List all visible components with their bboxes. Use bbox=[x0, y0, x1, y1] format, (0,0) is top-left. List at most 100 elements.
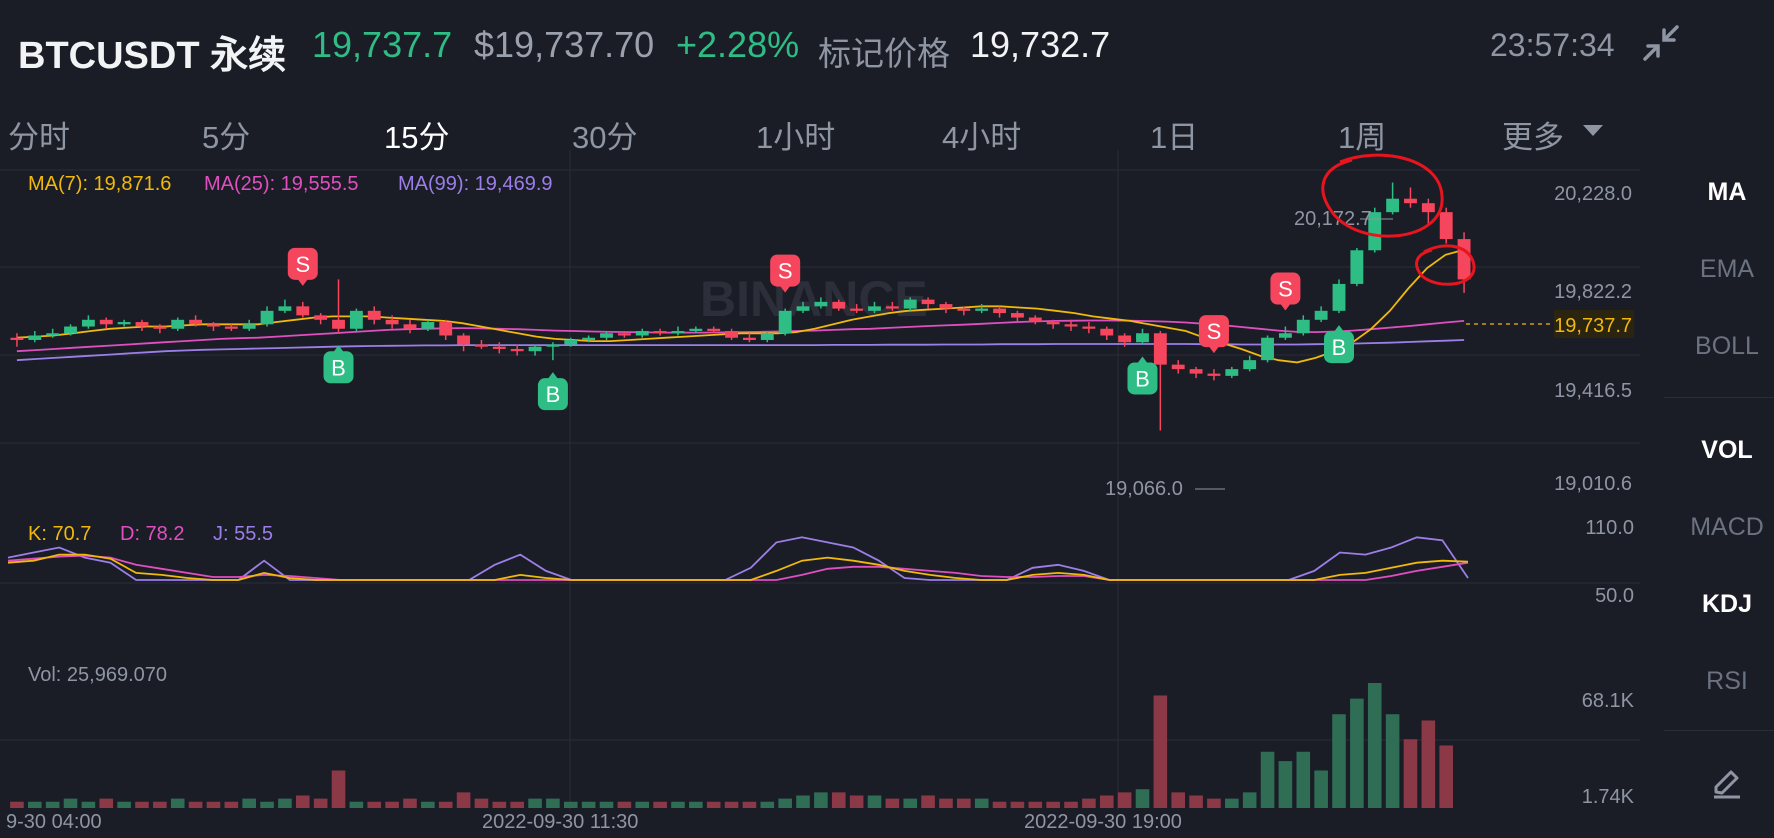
indicator-macd[interactable]: MACD bbox=[1690, 513, 1764, 541]
volume-bar bbox=[635, 801, 650, 808]
volume-bar bbox=[1225, 798, 1239, 808]
buy-signal-badge bbox=[1324, 331, 1355, 364]
volume-bar bbox=[1135, 789, 1150, 808]
volume-bar bbox=[403, 798, 417, 808]
kline-chart[interactable]: BINANCE S B B S S B S B MA(7): 19,871.6 MA(25):… bbox=[0, 150, 1664, 838]
candle-body bbox=[439, 322, 453, 336]
volume-bar bbox=[367, 801, 382, 808]
candle-body bbox=[814, 301, 828, 307]
buy-signal-badge bbox=[537, 378, 568, 411]
signal-label: S bbox=[1278, 277, 1293, 302]
kdj-d-line bbox=[7, 554, 1469, 581]
volume-axis-label: 1.74K bbox=[1582, 786, 1635, 808]
price-axis-label: 19,010.6 bbox=[1554, 473, 1632, 495]
indicator-boll[interactable]: BOLL bbox=[1695, 332, 1759, 360]
signal-label: B bbox=[1135, 366, 1150, 391]
caret-down-icon[interactable] bbox=[1583, 125, 1603, 136]
collapse-icon[interactable] bbox=[1642, 24, 1680, 62]
candle-body bbox=[28, 335, 42, 340]
candle-body bbox=[332, 319, 345, 329]
candle-body bbox=[117, 322, 131, 325]
candle-body bbox=[1171, 364, 1185, 370]
signal-label: B bbox=[546, 382, 561, 407]
volume-bar bbox=[528, 798, 542, 808]
volume-bar bbox=[957, 798, 971, 808]
candle-body bbox=[796, 306, 810, 311]
chart-grid bbox=[0, 150, 1640, 810]
candle-body bbox=[939, 304, 953, 309]
volume-bar bbox=[1403, 739, 1418, 808]
candle-body bbox=[1010, 313, 1024, 318]
volume-bar bbox=[1278, 761, 1293, 808]
candle-body bbox=[1261, 337, 1274, 361]
volume-bar bbox=[474, 798, 489, 808]
tab-timeframe[interactable]: 5分 bbox=[202, 120, 251, 155]
volume-bar bbox=[421, 801, 435, 808]
volume-axis-label: 68.1K bbox=[1582, 690, 1635, 712]
tab-timeframe[interactable]: 分时 bbox=[8, 120, 70, 155]
sell-signal-badge bbox=[770, 254, 801, 287]
tab-timeframe[interactable]: 30分 bbox=[572, 120, 638, 155]
candle-body bbox=[1386, 198, 1400, 213]
candle-body bbox=[492, 346, 506, 349]
price-axis-label: 19,822.2 bbox=[1554, 281, 1632, 303]
symbol-title[interactable]: BTCUSDT 永续 bbox=[18, 35, 287, 77]
sell-signal-badge bbox=[287, 247, 318, 280]
indicator-ma[interactable]: MA bbox=[1707, 178, 1747, 206]
candle-body bbox=[171, 319, 185, 329]
volume-bar bbox=[438, 801, 453, 808]
candle-body bbox=[1350, 250, 1364, 284]
volume-bar bbox=[153, 801, 167, 808]
volume-bar bbox=[278, 798, 292, 808]
indicator-rsi[interactable]: RSI bbox=[1706, 667, 1748, 695]
volume-bar bbox=[974, 798, 989, 808]
volume-legend: Vol: 25,969.070 bbox=[28, 664, 167, 686]
candle-body bbox=[1457, 239, 1471, 280]
candle-body bbox=[903, 299, 917, 309]
candle-body bbox=[1314, 310, 1328, 320]
time-axis-label: 2022-09-30 11:30 bbox=[482, 811, 638, 833]
candle-body bbox=[1082, 326, 1096, 329]
indicator-kdj[interactable]: KDJ bbox=[1701, 590, 1752, 618]
volume-bar bbox=[563, 801, 578, 808]
candle-body bbox=[850, 308, 864, 311]
sell-signal-badge bbox=[1198, 315, 1229, 348]
tab-timeframe[interactable]: 1日 bbox=[1150, 120, 1199, 155]
candle-body bbox=[314, 315, 328, 320]
more-timeframes-button[interactable]: 更多 bbox=[1502, 120, 1564, 155]
candle-body bbox=[975, 308, 989, 311]
candle-body bbox=[475, 344, 488, 347]
volume-bar bbox=[206, 801, 221, 808]
clock: 23:57:34 bbox=[1490, 27, 1615, 63]
volume-bar bbox=[760, 801, 775, 808]
candle-body bbox=[1136, 333, 1149, 343]
time-axis-label: 2022-09-30 19:00 bbox=[1024, 811, 1182, 833]
trade-signals: S B B S S B S B bbox=[287, 247, 1355, 411]
ma25-legend: MA(25): 19,555.5 bbox=[204, 173, 359, 195]
candle-body bbox=[1368, 212, 1382, 251]
indicator-vol[interactable]: VOL bbox=[1701, 436, 1753, 464]
candle-body bbox=[1296, 319, 1310, 334]
candle-body bbox=[99, 319, 113, 325]
candle-body bbox=[385, 319, 399, 325]
volume-bar bbox=[885, 798, 900, 808]
candle-body bbox=[81, 319, 95, 327]
volume-bar bbox=[867, 795, 882, 808]
volume-bar bbox=[706, 801, 721, 808]
candle-body bbox=[1207, 373, 1221, 376]
volume-bar bbox=[295, 795, 310, 808]
tab-timeframe-active[interactable]: 15分 bbox=[384, 120, 450, 155]
candle-body bbox=[1439, 212, 1453, 240]
sell-signal-badge bbox=[1270, 272, 1301, 305]
tab-timeframe[interactable]: 1小时 bbox=[756, 120, 836, 155]
volume-bar bbox=[135, 801, 149, 808]
volume-bar bbox=[653, 801, 667, 808]
indicator-ema[interactable]: EMA bbox=[1699, 255, 1755, 283]
edit-pencil-icon[interactable] bbox=[1710, 766, 1744, 800]
volume-bar bbox=[1064, 801, 1078, 808]
tab-timeframe[interactable]: 4小时 bbox=[942, 120, 1022, 155]
volume-bar bbox=[849, 795, 864, 808]
tab-timeframe[interactable]: 1周 bbox=[1338, 120, 1387, 155]
ma99-legend: MA(99): 19,469.9 bbox=[398, 173, 553, 195]
volume-bar bbox=[188, 801, 203, 808]
